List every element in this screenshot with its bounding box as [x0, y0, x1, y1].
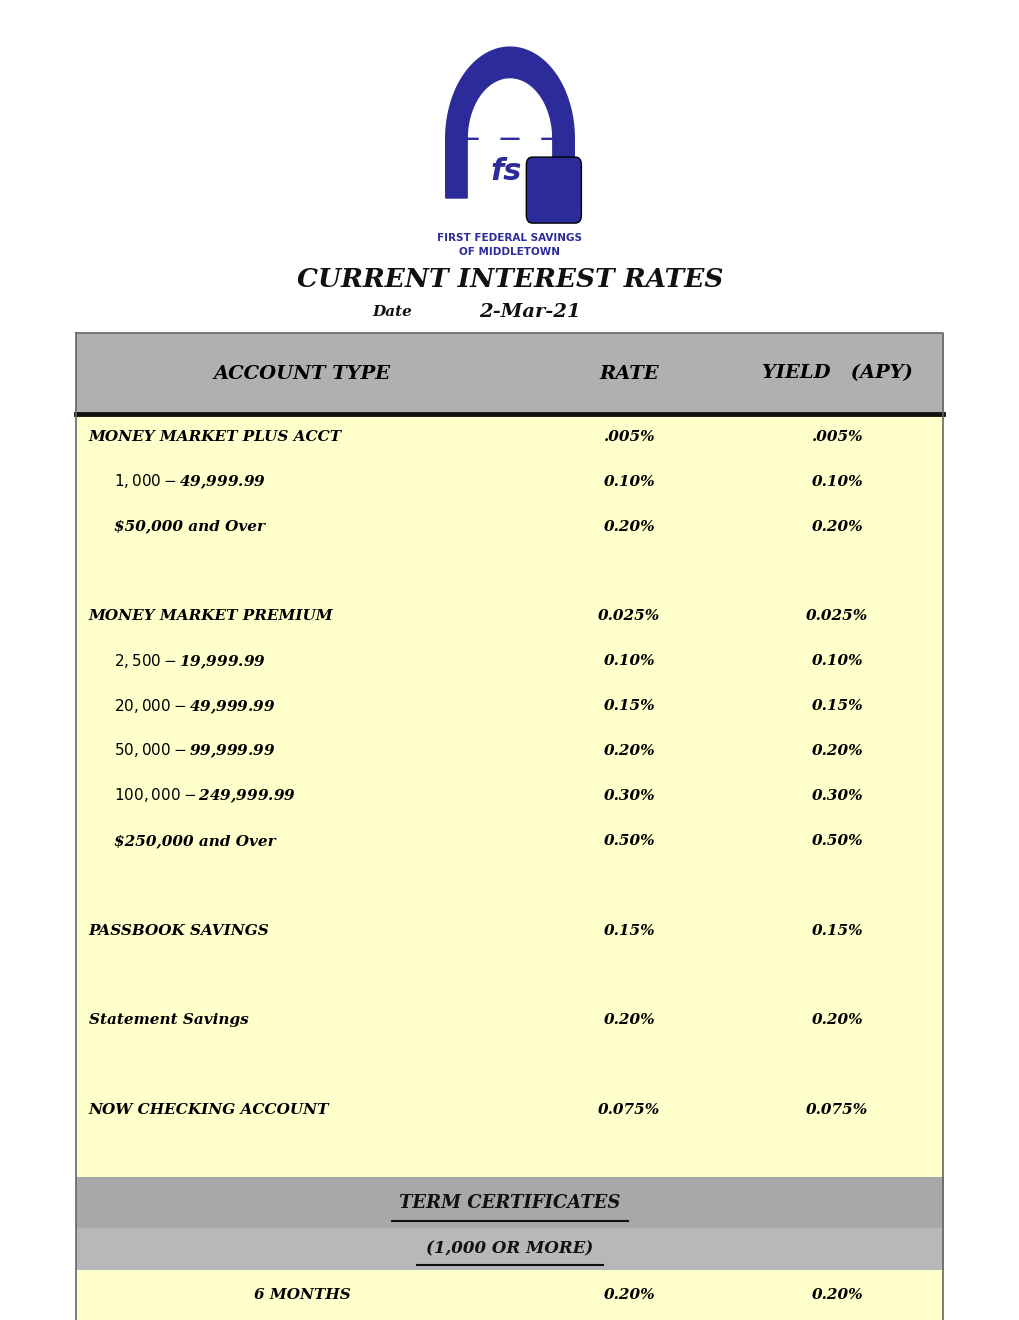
Text: 0.30%: 0.30% [603, 789, 654, 803]
Text: .005%: .005% [811, 430, 862, 444]
Text: 0.075%: 0.075% [805, 1104, 867, 1117]
Text: Statement Savings: Statement Savings [89, 1014, 249, 1027]
Text: 0.20%: 0.20% [603, 1288, 654, 1302]
Text: 0.15%: 0.15% [811, 924, 862, 937]
Polygon shape [479, 87, 540, 145]
Text: $1,000 - $49,999.99: $1,000 - $49,999.99 [114, 473, 266, 491]
Text: .005%: .005% [603, 430, 654, 444]
Text: $50,000 and Over: $50,000 and Over [114, 520, 265, 533]
Bar [76, 1228, 943, 1270]
Text: 0.15%: 0.15% [603, 700, 654, 713]
Text: 2-Mar-21: 2-Mar-21 [479, 302, 581, 321]
Text: fs: fs [490, 157, 521, 186]
Text: 0.10%: 0.10% [811, 655, 862, 668]
Text: RATE: RATE [599, 364, 658, 383]
Text: 0.075%: 0.075% [597, 1104, 659, 1117]
Text: Date: Date [372, 305, 413, 318]
Text: 0.20%: 0.20% [603, 520, 654, 533]
Text: ACCOUNT TYPE: ACCOUNT TYPE [213, 364, 390, 383]
Text: 6 MONTHS: 6 MONTHS [254, 1288, 350, 1302]
Text: 0.10%: 0.10% [811, 475, 862, 488]
Text: 0.50%: 0.50% [603, 834, 654, 847]
Text: 0.30%: 0.30% [811, 789, 862, 803]
Text: 0.50%: 0.50% [811, 834, 862, 847]
Bar [76, 333, 943, 414]
Text: 0.20%: 0.20% [811, 520, 862, 533]
Text: 0.20%: 0.20% [603, 1014, 654, 1027]
Bar [76, 414, 943, 1177]
Text: $50,000 - $99,999.99: $50,000 - $99,999.99 [114, 742, 275, 760]
Bar [76, 1270, 943, 1320]
Text: OF MIDDLETOWN: OF MIDDLETOWN [459, 247, 560, 257]
Text: 0.025%: 0.025% [805, 610, 867, 623]
Text: 0.20%: 0.20% [811, 1288, 862, 1302]
Text: MONEY MARKET PLUS ACCT: MONEY MARKET PLUS ACCT [89, 430, 341, 444]
Text: FIRST FEDERAL SAVINGS: FIRST FEDERAL SAVINGS [437, 232, 582, 243]
Polygon shape [445, 48, 574, 198]
Text: 0.20%: 0.20% [811, 744, 862, 758]
Text: 0.20%: 0.20% [603, 744, 654, 758]
Text: PASSBOOK SAVINGS: PASSBOOK SAVINGS [89, 924, 269, 937]
Text: 0.20%: 0.20% [811, 1014, 862, 1027]
FancyBboxPatch shape [526, 157, 581, 223]
Text: NOW CHECKING ACCOUNT: NOW CHECKING ACCOUNT [89, 1104, 329, 1117]
Text: $20,000 - $49,999.99: $20,000 - $49,999.99 [114, 697, 275, 715]
Bar [76, 1177, 943, 1228]
Text: $100,000 - $249,999.99: $100,000 - $249,999.99 [114, 787, 296, 805]
Text: (1,000 OR MORE): (1,000 OR MORE) [426, 1241, 593, 1257]
Text: 0.10%: 0.10% [603, 475, 654, 488]
Text: $2,500 - $19,999.99: $2,500 - $19,999.99 [114, 652, 266, 671]
Text: 0.15%: 0.15% [603, 924, 654, 937]
Text: 0.15%: 0.15% [811, 700, 862, 713]
Text: 0.10%: 0.10% [603, 655, 654, 668]
Text: $250,000 and Over: $250,000 and Over [114, 834, 275, 847]
Text: MONEY MARKET PREMIUM: MONEY MARKET PREMIUM [89, 610, 333, 623]
Text: CURRENT INTEREST RATES: CURRENT INTEREST RATES [297, 268, 722, 292]
Text: TERM CERTIFICATES: TERM CERTIFICATES [398, 1193, 621, 1212]
Text: 0.025%: 0.025% [597, 610, 659, 623]
Text: YIELD   (APY): YIELD (APY) [761, 364, 912, 383]
